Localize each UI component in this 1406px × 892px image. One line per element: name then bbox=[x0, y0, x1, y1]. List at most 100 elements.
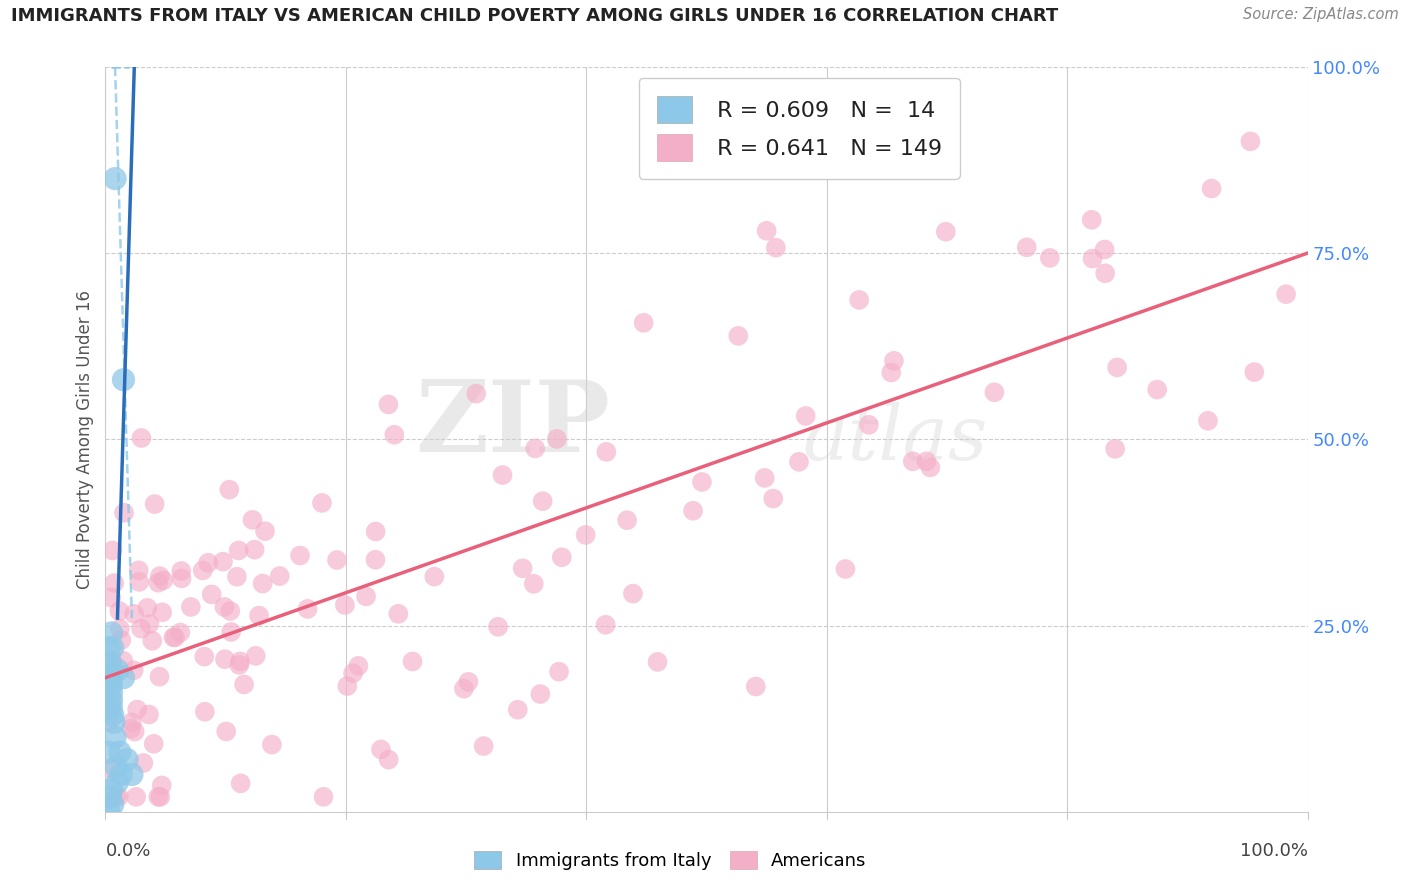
Point bbox=[127, 702, 149, 716]
Point bbox=[312, 789, 335, 804]
Point bbox=[1094, 243, 1116, 257]
Point bbox=[472, 739, 495, 753]
Point bbox=[901, 454, 924, 468]
Point bbox=[100, 685, 122, 699]
Point bbox=[529, 687, 551, 701]
Point bbox=[165, 631, 187, 645]
Point bbox=[162, 630, 184, 644]
Point bbox=[347, 658, 370, 673]
Point bbox=[100, 678, 122, 692]
Point bbox=[453, 681, 475, 696]
Point bbox=[193, 649, 215, 664]
Point bbox=[755, 224, 778, 238]
Point bbox=[122, 663, 145, 677]
Point bbox=[108, 604, 131, 618]
Point bbox=[142, 737, 165, 751]
Text: atlas: atlas bbox=[803, 402, 988, 476]
Point bbox=[326, 553, 349, 567]
Point bbox=[920, 460, 942, 475]
Point bbox=[354, 590, 377, 604]
Point bbox=[546, 432, 568, 446]
Point bbox=[112, 654, 135, 668]
Point bbox=[491, 468, 513, 483]
Point bbox=[98, 701, 121, 715]
Point bbox=[101, 640, 124, 655]
Point bbox=[465, 386, 488, 401]
Point bbox=[108, 622, 131, 636]
Point bbox=[486, 620, 509, 634]
Point bbox=[100, 626, 122, 640]
Point bbox=[107, 663, 129, 677]
Point bbox=[336, 679, 359, 693]
Point bbox=[551, 550, 574, 565]
Text: 0.0%: 0.0% bbox=[105, 841, 150, 860]
Point bbox=[754, 471, 776, 485]
Point bbox=[269, 569, 291, 583]
Point bbox=[1107, 360, 1129, 375]
Point bbox=[110, 633, 132, 648]
Point bbox=[633, 316, 655, 330]
Point bbox=[311, 496, 333, 510]
Point bbox=[595, 445, 617, 459]
Point bbox=[247, 608, 270, 623]
Point bbox=[880, 366, 903, 380]
Point bbox=[682, 504, 704, 518]
Point bbox=[1081, 252, 1104, 266]
Point bbox=[100, 782, 122, 797]
Point bbox=[242, 513, 264, 527]
Point bbox=[690, 475, 713, 489]
Point bbox=[212, 555, 235, 569]
Point bbox=[110, 767, 132, 781]
Point bbox=[387, 607, 409, 621]
Point bbox=[143, 497, 166, 511]
Point bbox=[101, 707, 124, 722]
Point bbox=[575, 528, 598, 542]
Point bbox=[103, 715, 125, 730]
Point bbox=[1243, 365, 1265, 379]
Point bbox=[141, 633, 163, 648]
Point bbox=[101, 695, 124, 709]
Point bbox=[101, 797, 124, 812]
Point bbox=[191, 564, 214, 578]
Point bbox=[128, 563, 150, 577]
Point bbox=[104, 171, 127, 186]
Point bbox=[1015, 240, 1038, 254]
Point bbox=[112, 373, 135, 387]
Point bbox=[765, 241, 787, 255]
Point bbox=[194, 705, 217, 719]
Point bbox=[98, 805, 121, 819]
Point bbox=[100, 591, 122, 605]
Point bbox=[219, 604, 242, 618]
Point bbox=[1104, 442, 1126, 456]
Point bbox=[531, 494, 554, 508]
Point bbox=[112, 671, 135, 685]
Point bbox=[150, 778, 173, 792]
Point bbox=[548, 665, 571, 679]
Point bbox=[98, 663, 121, 677]
Point bbox=[98, 789, 121, 804]
Point bbox=[115, 753, 138, 767]
Point bbox=[150, 605, 173, 619]
Point bbox=[727, 329, 749, 343]
Point bbox=[218, 483, 240, 497]
Point bbox=[228, 657, 250, 672]
Point bbox=[333, 598, 356, 612]
Point bbox=[149, 789, 172, 804]
Point bbox=[121, 767, 143, 781]
Point bbox=[112, 506, 135, 520]
Point bbox=[935, 225, 957, 239]
Point bbox=[787, 455, 810, 469]
Point bbox=[197, 556, 219, 570]
Point bbox=[98, 640, 121, 655]
Point bbox=[98, 745, 121, 759]
Point bbox=[401, 655, 423, 669]
Point bbox=[100, 681, 122, 695]
Point bbox=[136, 600, 159, 615]
Point bbox=[595, 617, 617, 632]
Point bbox=[621, 586, 644, 600]
Point bbox=[512, 561, 534, 575]
Point bbox=[132, 756, 155, 770]
Point bbox=[1080, 212, 1102, 227]
Point bbox=[148, 789, 170, 804]
Point bbox=[834, 562, 856, 576]
